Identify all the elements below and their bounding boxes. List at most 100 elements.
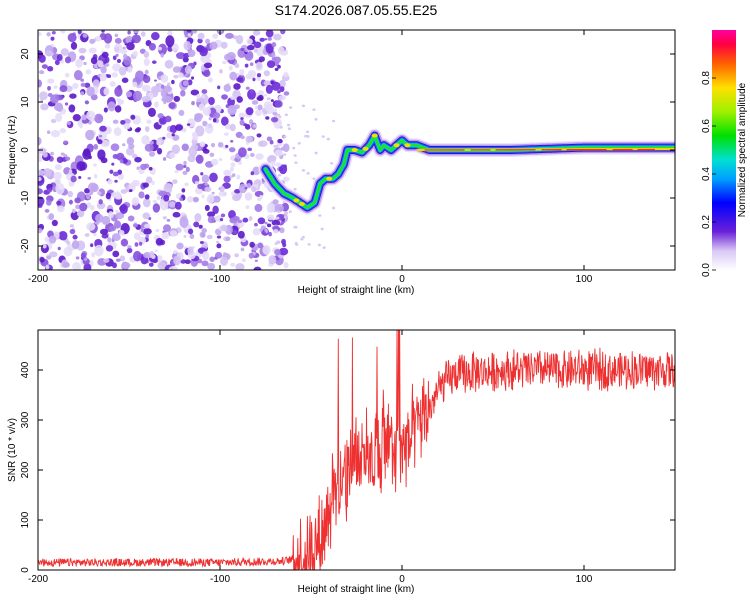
noise-blob xyxy=(75,256,80,260)
noise-blob xyxy=(85,129,95,141)
noise-blob xyxy=(197,183,205,190)
noise-blob xyxy=(134,242,139,247)
noise-blob xyxy=(271,219,281,226)
noise-blob xyxy=(257,94,264,101)
noise-blob xyxy=(107,101,116,112)
noise-blob xyxy=(46,32,51,37)
noise-blob xyxy=(172,66,182,73)
noise-blob xyxy=(208,96,215,106)
noise-blob xyxy=(256,63,262,69)
noise-blob xyxy=(253,41,262,49)
noise-blob xyxy=(116,58,122,64)
noise-blob xyxy=(73,69,83,81)
noise-blob xyxy=(301,169,306,172)
noise-blob xyxy=(199,47,208,57)
signal-hotspot xyxy=(393,143,400,148)
noise-blob xyxy=(209,256,215,262)
noise-blob xyxy=(103,107,108,113)
noise-blob xyxy=(54,164,62,171)
noise-blob xyxy=(39,91,48,101)
noise-blob xyxy=(322,246,326,249)
noise-blob xyxy=(143,252,152,259)
noise-blob xyxy=(277,90,281,94)
noise-blob xyxy=(127,245,132,249)
noise-blob xyxy=(306,172,310,175)
noise-blob xyxy=(82,149,92,160)
noise-blob xyxy=(257,242,263,249)
noise-blob xyxy=(99,73,107,82)
noise-blob xyxy=(242,217,249,223)
noise-blob xyxy=(265,103,273,113)
noise-blob xyxy=(101,215,111,225)
noise-blob xyxy=(163,194,170,202)
noise-blob xyxy=(293,154,297,157)
noise-blob xyxy=(131,197,139,206)
noise-blob xyxy=(93,174,98,179)
noise-blob xyxy=(39,256,45,263)
spectrogram-y-tick-label: 10 xyxy=(20,96,31,108)
noise-blob xyxy=(282,176,290,182)
noise-blob xyxy=(38,32,42,37)
noise-blob xyxy=(169,124,177,134)
noise-blob xyxy=(227,104,237,116)
noise-blob xyxy=(258,56,265,62)
noise-blob xyxy=(292,146,296,150)
noise-blob xyxy=(232,194,241,202)
noise-blob xyxy=(147,107,156,117)
noise-blob xyxy=(108,211,114,219)
noise-blob xyxy=(144,223,151,229)
noise-blob xyxy=(180,259,186,264)
noise-blob xyxy=(193,221,200,228)
noise-blob xyxy=(111,262,117,269)
noise-blob xyxy=(72,82,79,90)
noise-blob xyxy=(183,41,192,51)
noise-blob xyxy=(48,213,55,221)
noise-blob xyxy=(318,214,322,217)
noise-blob xyxy=(148,43,156,51)
noise-blob xyxy=(95,213,104,223)
noise-blob xyxy=(118,229,125,236)
noise-blob xyxy=(209,172,218,183)
noise-blob xyxy=(147,92,154,98)
snr-x-tick-label: 0 xyxy=(399,574,405,585)
noise-blob xyxy=(90,243,94,248)
noise-blob xyxy=(64,72,70,78)
noise-blob xyxy=(80,91,85,96)
noise-blob xyxy=(238,183,248,194)
noise-blob xyxy=(217,85,221,90)
noise-blob xyxy=(233,83,241,90)
noise-blob xyxy=(228,65,233,71)
noise-blob xyxy=(46,183,54,191)
noise-blob xyxy=(257,90,264,96)
noise-blob xyxy=(247,147,252,152)
noise-blob xyxy=(229,71,238,81)
noise-blob xyxy=(132,250,142,262)
noise-blob xyxy=(120,189,128,194)
noise-blob xyxy=(44,209,50,213)
noise-blob xyxy=(55,182,65,195)
noise-blob xyxy=(120,119,126,125)
noise-blob xyxy=(182,80,189,87)
noise-blob xyxy=(204,204,210,211)
noise-blob xyxy=(99,125,107,132)
noise-blob xyxy=(200,172,204,176)
noise-blob xyxy=(58,230,68,241)
noise-blob xyxy=(219,217,224,222)
noise-blob xyxy=(112,153,119,160)
noise-blob xyxy=(47,85,51,91)
noise-blob xyxy=(114,37,122,44)
noise-blob xyxy=(270,99,274,103)
noise-blob xyxy=(283,153,287,156)
noise-blob xyxy=(235,263,245,270)
noise-blob xyxy=(230,162,236,167)
noise-blob xyxy=(206,234,213,240)
noise-blob xyxy=(205,123,214,134)
noise-blob xyxy=(268,255,277,265)
snr-x-axis: -200 -100 0 100 xyxy=(28,330,593,585)
noise-blob xyxy=(161,232,170,240)
noise-blob xyxy=(142,212,150,220)
noise-blob xyxy=(160,84,165,89)
noise-blob xyxy=(38,169,45,176)
noise-blob xyxy=(94,113,104,124)
noise-blob xyxy=(71,208,76,214)
